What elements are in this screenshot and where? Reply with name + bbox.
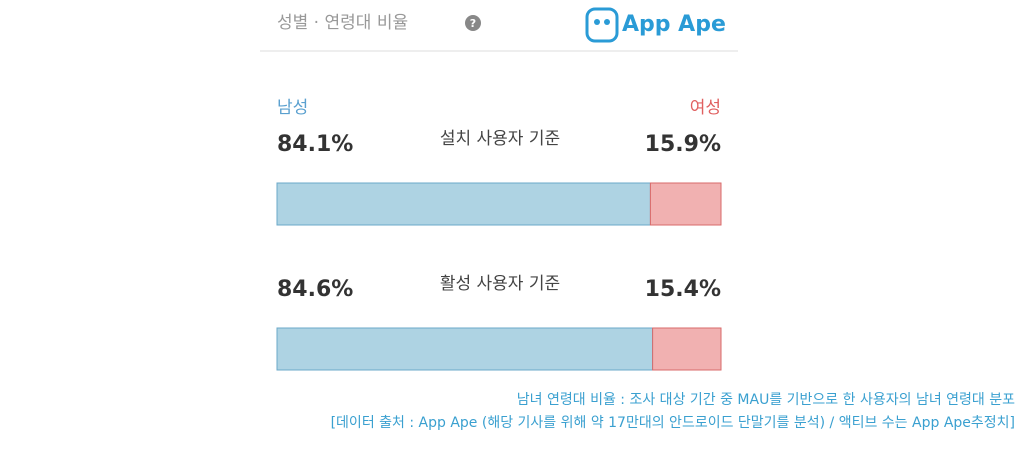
category-label: 설치 사용자 기준	[440, 129, 560, 149]
bar-segment	[652, 327, 722, 371]
value-label: 15.9%	[645, 132, 721, 157]
bar-segment	[276, 327, 654, 371]
footnote: 남녀 연령대 비율 : 조사 대상 기간 중 MAU를 기반으로 한 사용자의 …	[517, 392, 1015, 408]
footnote: [데이터 출처 : App Ape (해당 기사를 위해 약 17만대의 안드로…	[331, 415, 1015, 431]
logo-eye	[604, 19, 610, 25]
category-label: 활성 사용자 기준	[440, 274, 560, 294]
value-label: 15.4%	[645, 277, 721, 302]
help-icon-mark: ?	[470, 17, 476, 30]
value-label: 84.1%	[277, 132, 353, 157]
header-title: 성별 · 연령대 비율	[277, 13, 408, 33]
value-label: 84.6%	[277, 277, 353, 302]
bar-segment	[649, 182, 722, 226]
legend-item: 여성	[690, 98, 721, 118]
help-icon[interactable]	[465, 15, 481, 31]
logo-text: App Ape	[622, 12, 726, 37]
bar-segment	[276, 182, 651, 226]
logo-eye	[594, 19, 600, 25]
logo-icon	[585, 7, 619, 43]
legend-item: 남성	[277, 98, 308, 118]
